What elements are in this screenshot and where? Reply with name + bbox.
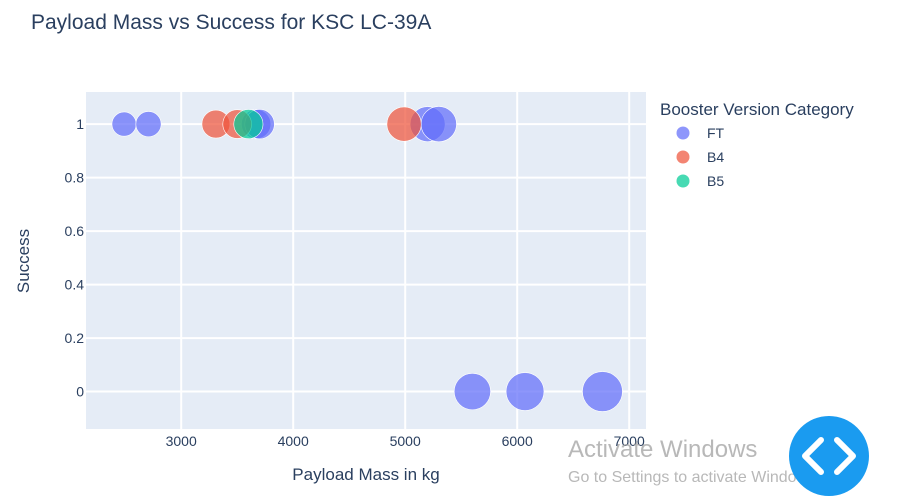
y-tick-label: 0.8 — [65, 170, 85, 186]
y-tick-label: 0.2 — [65, 330, 85, 346]
x-tick-label: 3000 — [166, 433, 197, 449]
y-tick-label: 0.4 — [65, 277, 85, 293]
grid-lines — [86, 92, 646, 429]
point-ft — [505, 372, 545, 411]
legend-label-ft: FT — [707, 125, 725, 141]
point-ft — [453, 373, 491, 411]
y-tick-label: 0 — [76, 384, 84, 400]
point-ft — [420, 106, 457, 143]
x-tick-label: 5000 — [390, 433, 421, 449]
x-tick-label: 4000 — [278, 433, 309, 449]
code-brackets-button[interactable] — [789, 416, 869, 496]
watermark-title: Activate Windows — [568, 436, 758, 463]
legend-title: Booster Version Category — [660, 100, 854, 119]
legend-label-b5: B5 — [707, 173, 724, 189]
y-tick-label: 1 — [76, 116, 84, 132]
chart-title: Payload Mass vs Success for KSC LC-39A — [31, 11, 431, 34]
x-tick-label: 6000 — [502, 433, 533, 449]
point-b5 — [233, 109, 264, 139]
point-ft — [135, 111, 162, 138]
point-ft — [111, 111, 137, 137]
legend-marker-b5 — [676, 174, 690, 188]
data-points — [111, 106, 623, 412]
legend-marker-ft — [676, 126, 690, 140]
y-axis-title: Success — [14, 229, 33, 293]
legend: Booster Version Category FT B4 B5 — [660, 100, 854, 189]
tick-labels: 3000 4000 5000 6000 7000 0 0.2 0.4 0.6 0.8 1 — [65, 116, 645, 449]
legend-label-b4: B4 — [707, 149, 724, 165]
point-ft — [582, 371, 623, 412]
watermark-subtitle: Go to Settings to activate Windows. — [568, 469, 821, 486]
point-b4 — [386, 106, 422, 142]
x-tick-label: 7000 — [614, 433, 645, 449]
x-axis-title: Payload Mass in kg — [292, 465, 439, 484]
legend-marker-b4 — [676, 150, 690, 164]
plot-area — [86, 92, 646, 429]
code-brackets-icon — [802, 437, 856, 475]
y-tick-label: 0.6 — [65, 223, 85, 239]
